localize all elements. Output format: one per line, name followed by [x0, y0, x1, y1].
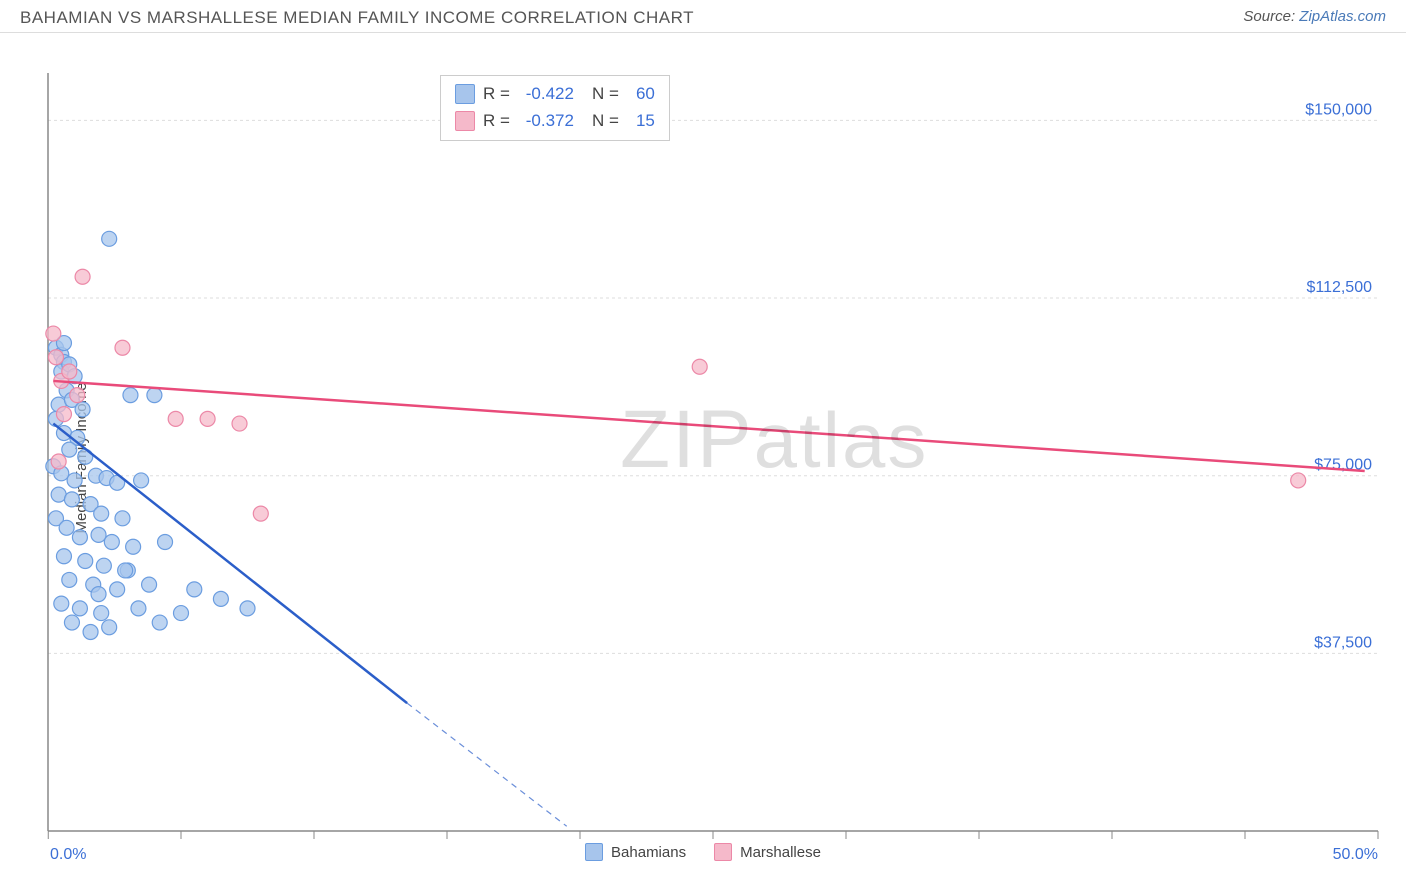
stats-row-marshallese: R =-0.372 N =15 [455, 107, 655, 134]
swatch-marshallese [455, 111, 475, 131]
correlation-stats-box: R =-0.422 N =60 R =-0.372 N =15 [440, 75, 670, 141]
source-prefix: Source: [1243, 8, 1299, 25]
legend-swatch [714, 843, 732, 861]
legend-item: Marshallese [714, 843, 821, 861]
swatch-bahamians [455, 84, 475, 104]
svg-text:$37,500: $37,500 [1314, 634, 1372, 651]
scatter-chart: $37,500$75,000$112,500$150,0000.0%50.0% [0, 33, 1406, 883]
source: Source: ZipAtlas.com [1243, 8, 1386, 25]
header: BAHAMIAN VS MARSHALLESE MEDIAN FAMILY IN… [0, 0, 1406, 33]
chart-title: BAHAMIAN VS MARSHALLESE MEDIAN FAMILY IN… [20, 8, 694, 28]
legend-label: Bahamians [611, 844, 686, 861]
svg-text:$112,500: $112,500 [1306, 279, 1372, 296]
legend-swatch [585, 843, 603, 861]
svg-text:$150,000: $150,000 [1305, 101, 1372, 118]
source-link[interactable]: ZipAtlas.com [1299, 8, 1386, 25]
chart-area: Median Family Income $37,500$75,000$112,… [0, 33, 1406, 883]
stats-row-bahamians: R =-0.422 N =60 [455, 80, 655, 107]
legend-item: Bahamians [585, 843, 686, 861]
legend: Bahamians Marshallese [0, 843, 1406, 865]
legend-label: Marshallese [740, 844, 821, 861]
